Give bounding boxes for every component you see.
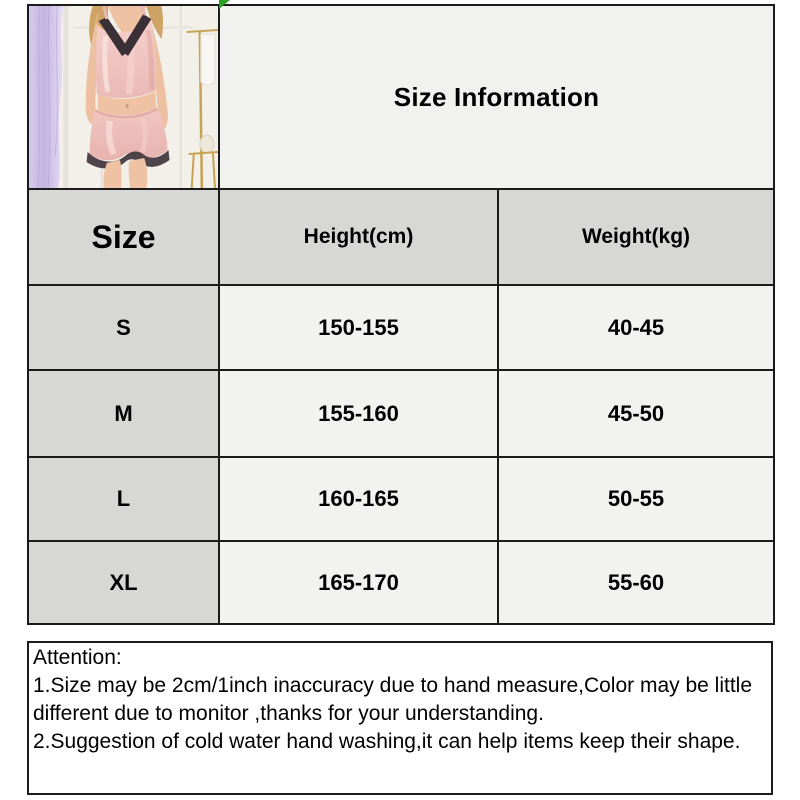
product-photo-cell bbox=[27, 4, 220, 190]
weight-value-xl: 55-60 bbox=[497, 540, 775, 625]
table-row-s: S 150-155 40-45 bbox=[27, 284, 775, 371]
height-value-s: 150-155 bbox=[218, 284, 499, 371]
attention-heading: Attention: bbox=[33, 646, 122, 669]
column-header-height: Height(cm) bbox=[218, 188, 499, 286]
height-value-m: 155-160 bbox=[218, 369, 499, 458]
size-table: Size Information Size Height(cm) Weight(… bbox=[27, 4, 775, 625]
size-label-m: M bbox=[27, 369, 220, 458]
attention-note-1: 1.Size may be 2cm/1inch inaccuracy due t… bbox=[33, 674, 753, 697]
weight-value-m: 45-50 bbox=[497, 369, 775, 458]
table-row-l: L 160-165 50-55 bbox=[27, 456, 775, 542]
size-label-l: L bbox=[27, 456, 220, 542]
weight-value-s: 40-45 bbox=[497, 284, 775, 371]
size-label-xl: XL bbox=[27, 540, 220, 625]
green-corner-marker bbox=[219, 0, 230, 9]
height-value-l: 160-165 bbox=[218, 456, 499, 542]
size-information-title: Size Information bbox=[218, 4, 775, 190]
column-header-size: Size bbox=[27, 188, 220, 286]
weight-value-l: 50-55 bbox=[497, 456, 775, 542]
product-photo-illustration bbox=[30, 7, 217, 187]
top-row: Size Information bbox=[27, 4, 775, 190]
table-header-row: Size Height(cm) Weight(kg) bbox=[27, 188, 775, 286]
size-label-s: S bbox=[27, 284, 220, 371]
table-row-xl: XL 165-170 55-60 bbox=[27, 540, 775, 625]
table-row-m: M 155-160 45-50 bbox=[27, 369, 775, 458]
attention-note-2: 2.Suggestion of cold water hand washing,… bbox=[33, 730, 741, 753]
height-value-xl: 165-170 bbox=[218, 540, 499, 625]
attention-box: Attention: 1.Size may be 2cm/1inch inacc… bbox=[27, 641, 773, 795]
column-header-weight: Weight(kg) bbox=[497, 188, 775, 286]
attention-note-1-cont: different due to monitor ,thanks for you… bbox=[33, 702, 544, 725]
product-photo bbox=[30, 7, 217, 187]
